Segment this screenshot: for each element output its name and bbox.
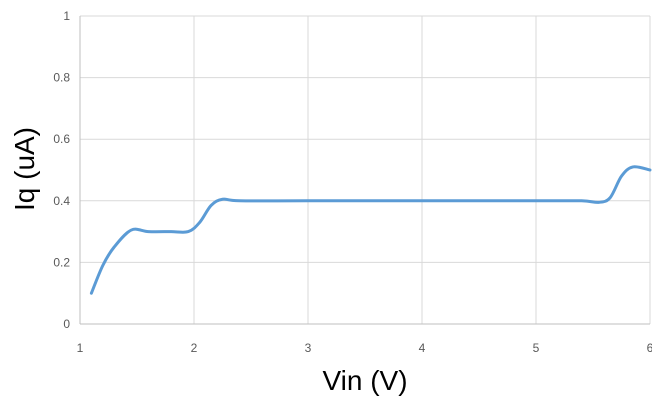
- x-tick-label: 1: [77, 341, 84, 355]
- x-tick-label: 2: [191, 341, 198, 355]
- series-line-0: [89, 165, 652, 295]
- x-tick-label: 6: [647, 341, 652, 355]
- series-layer: [89, 165, 652, 295]
- x-axis-title: Vin (V): [322, 365, 407, 396]
- axes: [79, 16, 650, 325]
- gridlines: [79, 15, 651, 325]
- x-tick-label: 3: [305, 341, 312, 355]
- x-tick-label: 4: [419, 341, 426, 355]
- y-tick-label: 0.4: [53, 194, 70, 208]
- y-tick-label: 0: [63, 317, 70, 331]
- y-axis-title: Iq (uA): [9, 127, 40, 211]
- y-tick-label: 0.6: [53, 132, 70, 146]
- x-tick-label: 5: [533, 341, 540, 355]
- y-tick-label: 0.2: [53, 255, 70, 269]
- y-tick-label: 0.8: [53, 71, 70, 85]
- y-tick-label: 1: [63, 9, 70, 23]
- tick-labels: 0 0.2 0.4 0.6 0.8 1 1 2 3 4 5 6: [53, 9, 652, 355]
